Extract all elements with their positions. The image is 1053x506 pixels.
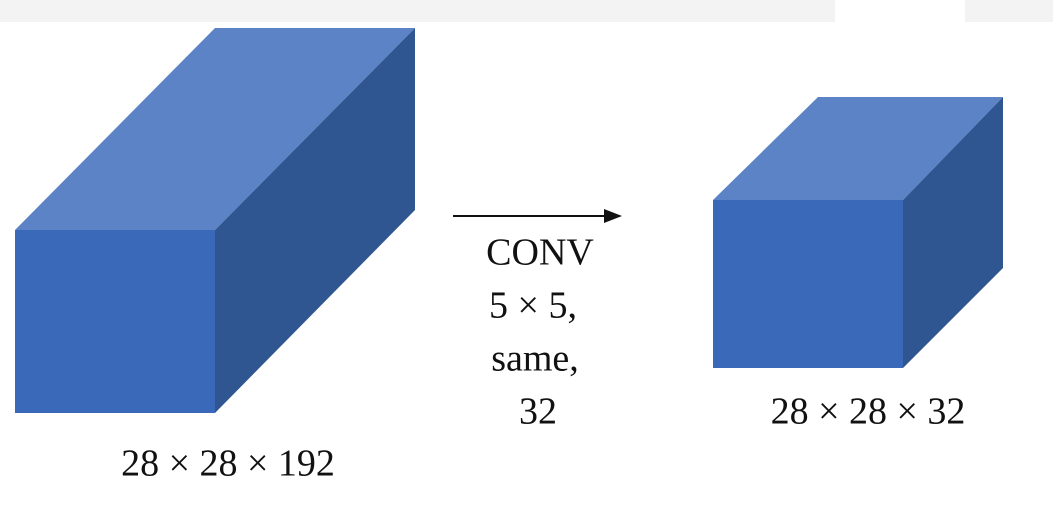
volume-front bbox=[713, 200, 903, 368]
volume-front bbox=[15, 230, 215, 413]
output-label: 28 × 28 × 32 bbox=[771, 391, 966, 433]
top-strip bbox=[965, 0, 1053, 22]
volume-top bbox=[713, 97, 1003, 200]
output-volume bbox=[713, 97, 1003, 368]
volume-side bbox=[903, 97, 1003, 368]
arrow-head bbox=[604, 209, 622, 223]
volume-top bbox=[15, 28, 415, 230]
operation-line: same, bbox=[491, 338, 579, 380]
operation-line: 32 bbox=[519, 391, 557, 433]
operation-line: 5 × 5, bbox=[489, 285, 577, 327]
arrow bbox=[453, 209, 622, 223]
input-label: 28 × 28 × 192 bbox=[121, 443, 335, 485]
top-strip bbox=[0, 0, 835, 22]
volume-side bbox=[215, 28, 415, 413]
operation-line: CONV bbox=[486, 232, 594, 274]
input-volume bbox=[15, 28, 415, 413]
